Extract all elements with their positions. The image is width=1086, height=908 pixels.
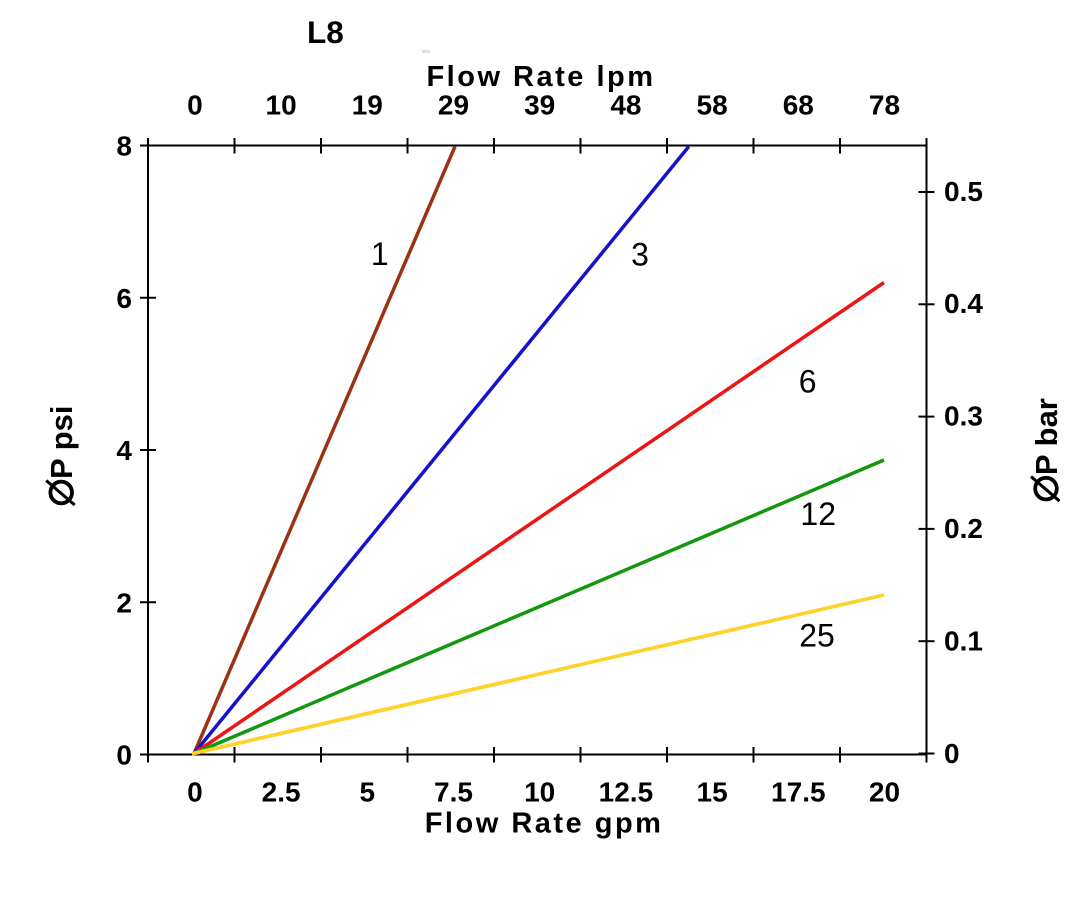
svg-text:12.5: 12.5 — [599, 777, 654, 808]
svg-text:0.1: 0.1 — [944, 625, 983, 656]
svg-text:12: 12 — [800, 496, 836, 532]
svg-text:58: 58 — [697, 90, 728, 121]
svg-text:P bar: P bar — [1029, 398, 1064, 475]
svg-text:Flow Rate gpm: Flow Rate gpm — [425, 808, 664, 840]
svg-text:17.5: 17.5 — [771, 777, 826, 808]
svg-text:Flow Rate lpm: Flow Rate lpm — [426, 61, 655, 93]
svg-text:0: 0 — [187, 777, 203, 808]
svg-text:0: 0 — [187, 90, 203, 121]
svg-text:39: 39 — [524, 90, 555, 121]
svg-text:6: 6 — [799, 364, 817, 400]
svg-text:6: 6 — [116, 283, 132, 314]
svg-text:0.3: 0.3 — [944, 401, 983, 432]
svg-text:10: 10 — [266, 90, 297, 121]
svg-text:2: 2 — [116, 587, 132, 618]
svg-text:0.4: 0.4 — [944, 288, 983, 319]
svg-text:2.5: 2.5 — [262, 777, 301, 808]
svg-text:68: 68 — [783, 90, 814, 121]
svg-text:48: 48 — [610, 90, 641, 121]
svg-text:5: 5 — [360, 777, 376, 808]
svg-text:25: 25 — [799, 618, 835, 654]
svg-text:19: 19 — [352, 90, 383, 121]
svg-text:P psi: P psi — [44, 405, 79, 479]
svg-text:0: 0 — [116, 740, 132, 771]
svg-text:L8: L8 — [307, 14, 344, 50]
svg-text:29: 29 — [438, 90, 469, 121]
svg-text:4: 4 — [116, 435, 132, 466]
svg-text:20: 20 — [869, 777, 900, 808]
svg-text:7.5: 7.5 — [434, 777, 473, 808]
svg-text:0.5: 0.5 — [944, 176, 983, 207]
svg-text:3: 3 — [631, 237, 649, 273]
svg-text:78: 78 — [869, 90, 900, 121]
svg-text:0.2: 0.2 — [944, 513, 983, 544]
svg-text:15: 15 — [697, 777, 728, 808]
svg-text:8: 8 — [116, 131, 132, 162]
svg-text:1: 1 — [371, 236, 389, 272]
svg-text:10: 10 — [524, 777, 555, 808]
svg-text:0: 0 — [944, 738, 960, 769]
